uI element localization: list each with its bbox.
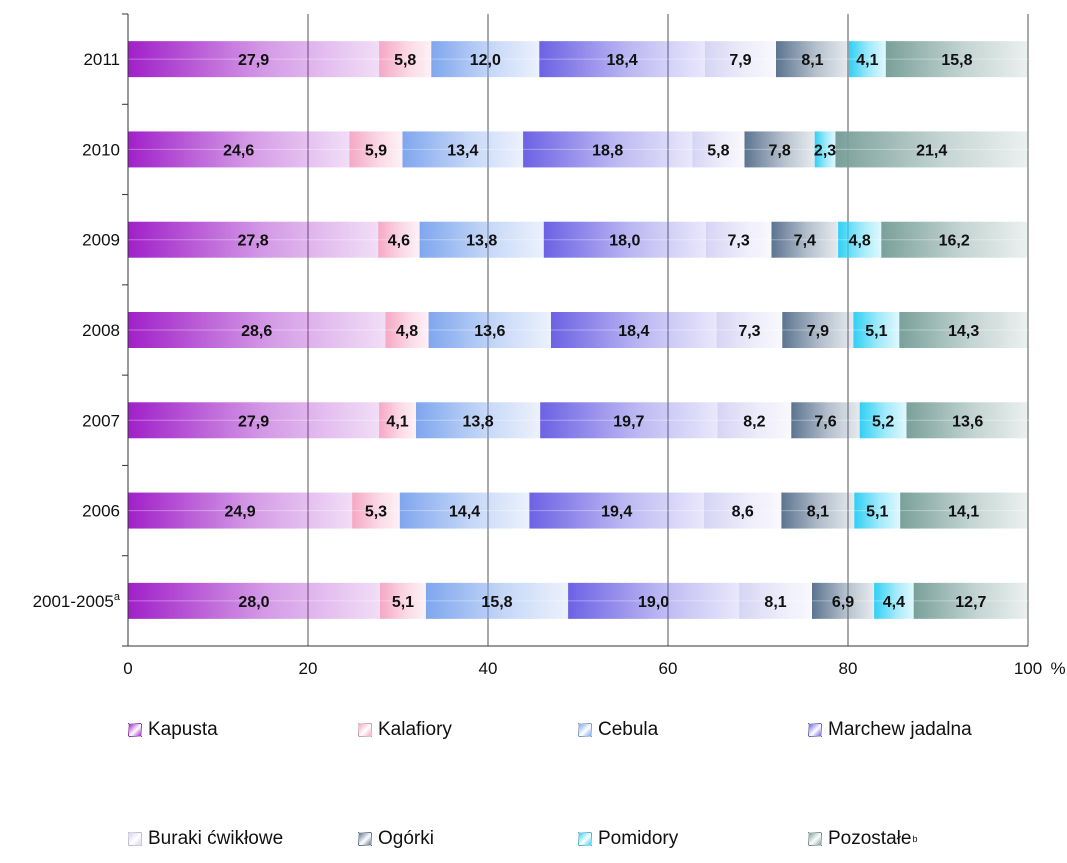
x-tick-label: 80 bbox=[839, 659, 858, 678]
data-label: 4,8 bbox=[396, 323, 418, 340]
data-label: 27,8 bbox=[238, 233, 269, 250]
data-label: 5,2 bbox=[872, 413, 894, 430]
category-label: 2008 bbox=[82, 321, 120, 340]
data-label: 14,3 bbox=[948, 323, 979, 340]
data-label: 15,8 bbox=[941, 52, 972, 69]
data-label: 4,1 bbox=[386, 413, 408, 430]
data-label: 18,4 bbox=[618, 323, 649, 340]
data-label: 27,9 bbox=[238, 52, 269, 69]
x-tick-label: 20 bbox=[299, 659, 318, 678]
data-label: 4,1 bbox=[856, 52, 878, 69]
x-tick-label: 0 bbox=[123, 659, 132, 678]
x-unit-label: % bbox=[1050, 659, 1065, 678]
category-label: 2010 bbox=[82, 140, 120, 159]
data-label: 8,2 bbox=[743, 413, 765, 430]
data-label: 7,9 bbox=[729, 52, 751, 69]
x-tick-label: 40 bbox=[479, 659, 498, 678]
data-label: 5,8 bbox=[394, 52, 416, 69]
data-label: 19,0 bbox=[638, 594, 669, 611]
category-label: 2011 bbox=[83, 50, 120, 69]
data-label: 7,4 bbox=[794, 233, 816, 250]
data-label: 28,0 bbox=[238, 594, 269, 611]
data-label: 13,4 bbox=[447, 142, 478, 159]
data-label: 2,3 bbox=[814, 142, 836, 159]
data-label: 12,0 bbox=[470, 52, 501, 69]
data-label: 7,6 bbox=[814, 413, 836, 430]
data-label: 19,7 bbox=[613, 413, 644, 430]
data-label: 8,1 bbox=[801, 52, 823, 69]
data-label: 27,9 bbox=[238, 413, 269, 430]
data-label: 5,1 bbox=[865, 323, 887, 340]
data-label: 28,6 bbox=[241, 323, 272, 340]
data-label: 18,8 bbox=[592, 142, 623, 159]
data-label: 7,8 bbox=[768, 142, 790, 159]
data-label: 8,1 bbox=[764, 594, 786, 611]
x-tick-label: 100 bbox=[1014, 659, 1042, 678]
data-label: 7,3 bbox=[738, 323, 760, 340]
category-label: 2009 bbox=[82, 231, 120, 250]
data-label: 5,3 bbox=[365, 504, 387, 521]
data-label: 5,8 bbox=[707, 142, 729, 159]
bars: 27,9 5,8 12,0 18,4 7,9 8,1 4,1 15,8 24,6 5,9 13,4 1… bbox=[128, 41, 1029, 619]
data-label: 12,7 bbox=[955, 594, 986, 611]
data-label: 4,8 bbox=[849, 233, 871, 250]
data-label: 13,8 bbox=[466, 233, 497, 250]
x-tick-label: 60 bbox=[659, 659, 678, 678]
data-label: 19,4 bbox=[601, 504, 632, 521]
data-label: 16,2 bbox=[939, 233, 970, 250]
data-label: 6,9 bbox=[832, 594, 854, 611]
data-label: 13,8 bbox=[463, 413, 494, 430]
data-label: 7,9 bbox=[807, 323, 829, 340]
category-label: 2007 bbox=[82, 411, 120, 430]
data-label: 5,1 bbox=[392, 594, 414, 611]
data-label: 8,6 bbox=[732, 504, 754, 521]
category-label: 2001-2005a bbox=[33, 591, 121, 611]
data-label: 7,3 bbox=[728, 233, 750, 250]
data-label: 5,9 bbox=[365, 142, 387, 159]
data-label: 13,6 bbox=[474, 323, 505, 340]
data-label: 18,4 bbox=[607, 52, 638, 69]
data-label: 14,4 bbox=[449, 504, 480, 521]
data-label: 14,1 bbox=[948, 504, 979, 521]
data-label: 24,9 bbox=[224, 504, 255, 521]
category-label: 2006 bbox=[82, 502, 120, 521]
data-label: 24,6 bbox=[223, 142, 254, 159]
data-label: 4,4 bbox=[883, 594, 905, 611]
data-label: 21,4 bbox=[916, 142, 947, 159]
data-label: 5,1 bbox=[866, 504, 888, 521]
data-label: 15,8 bbox=[481, 594, 512, 611]
data-label: 18,0 bbox=[609, 233, 640, 250]
data-label: 4,6 bbox=[388, 233, 410, 250]
data-label: 13,6 bbox=[952, 413, 983, 430]
data-label: 8,1 bbox=[807, 504, 829, 521]
